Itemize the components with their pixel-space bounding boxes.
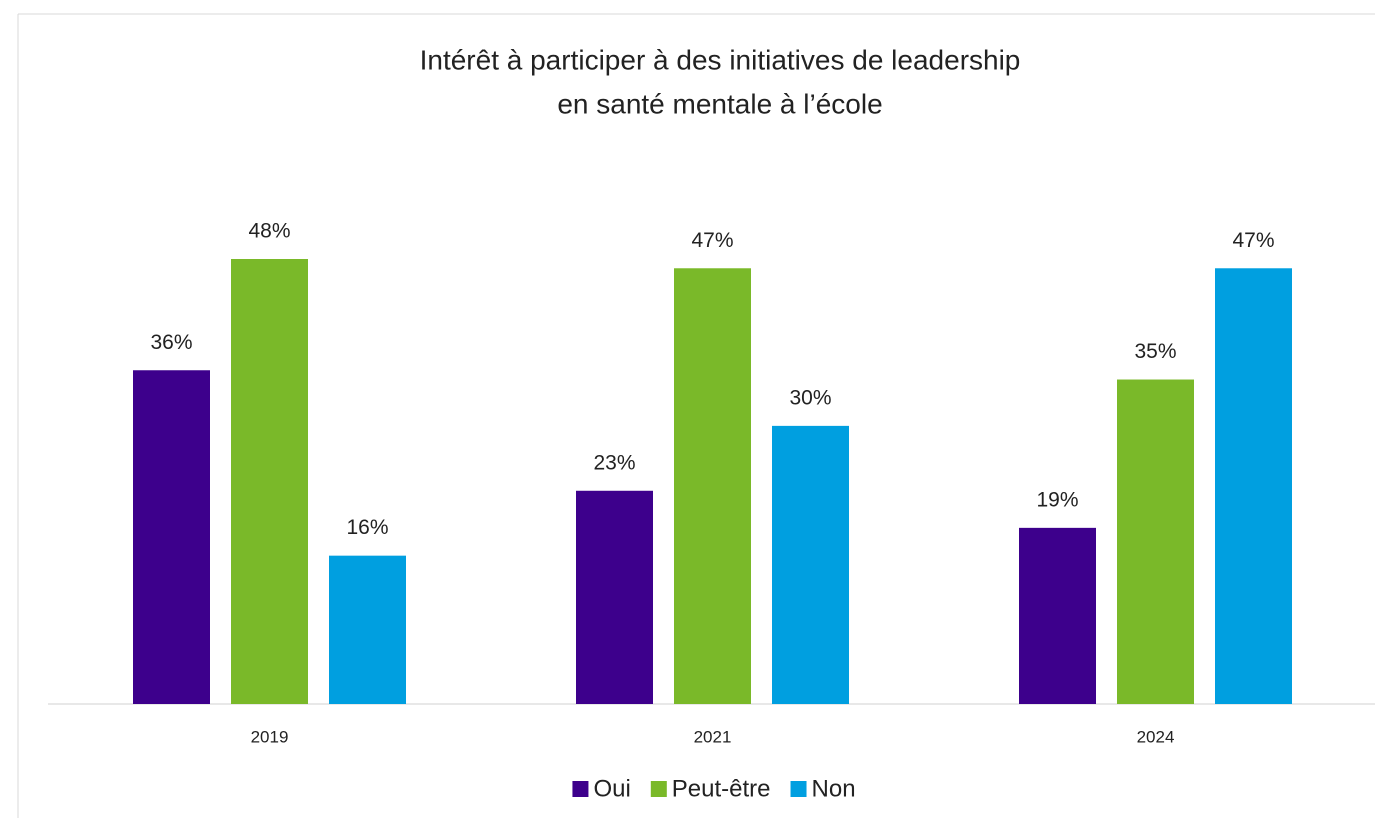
data-label: 47% [1232,229,1274,252]
bar [772,425,849,704]
bar [133,370,210,704]
legend-label: Non [812,775,856,802]
legend-swatch [572,781,589,797]
bar [674,268,751,704]
x-tick-label: 2021 [694,727,732,746]
legend-swatch [790,781,807,797]
bar [576,490,653,704]
bar [329,555,406,704]
data-label: 30% [789,386,831,409]
bar [1117,379,1194,704]
legend-swatch [650,781,667,797]
data-label: 19% [1036,488,1078,511]
bar [1215,268,1292,704]
x-tick-label: 2019 [251,727,289,746]
chart-title: en santé mentale à l’école [557,88,882,119]
data-label: 16% [346,516,388,539]
chart-title: Intérêt à participer à des initiatives d… [420,44,1021,75]
data-label: 48% [248,220,290,243]
data-label: 35% [1134,340,1176,363]
legend-label: Oui [593,775,630,802]
data-label: 47% [691,229,733,252]
data-label: 23% [593,451,635,474]
bar [1019,527,1096,704]
legend-label: Peut-être [672,775,771,802]
x-tick-label: 2024 [1137,727,1175,746]
data-label: 36% [150,331,192,354]
bar [231,259,308,704]
